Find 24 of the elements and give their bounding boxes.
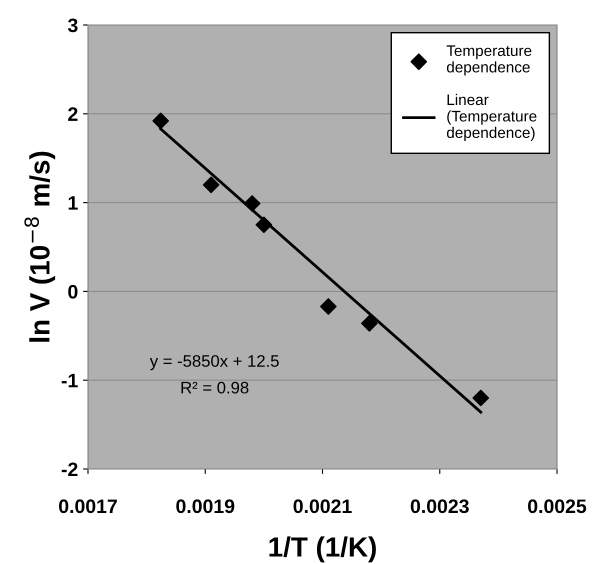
x-tick-label: 0.0017 — [59, 499, 117, 514]
point — [152, 112, 169, 130]
y-axis-title: ln V (10$^{−8}$ m/s) — [24, 152, 56, 342]
x-axis-title: 1/T (1/K) — [269, 536, 376, 562]
legend-label: Temperature dependence — [446, 45, 532, 76]
y-tick-label: -1 — [62, 374, 78, 388]
point — [244, 195, 260, 212]
y-tick-label: 0 — [68, 284, 78, 299]
point — [472, 390, 490, 406]
y-tick-label: 2 — [68, 107, 78, 121]
annotation: R² = 0.98 — [181, 382, 248, 394]
y-tick-label: 1 — [68, 196, 78, 210]
annotation: y = -5850x + 12.5 — [150, 355, 279, 370]
point — [320, 298, 337, 315]
legend-label: Linear (Temperature dependence) — [446, 94, 536, 142]
y-tick-label: -2 — [62, 462, 78, 476]
x-tick-label: 0.0025 — [528, 499, 586, 514]
x-tick-label: 0.0023 — [410, 499, 469, 514]
point — [361, 315, 378, 332]
x-tick-label: 0.0019 — [176, 499, 234, 514]
point — [202, 176, 220, 194]
x-tick-label: 0.0021 — [294, 499, 352, 514]
point — [256, 216, 272, 234]
y-tick-label: 3 — [68, 18, 78, 32]
